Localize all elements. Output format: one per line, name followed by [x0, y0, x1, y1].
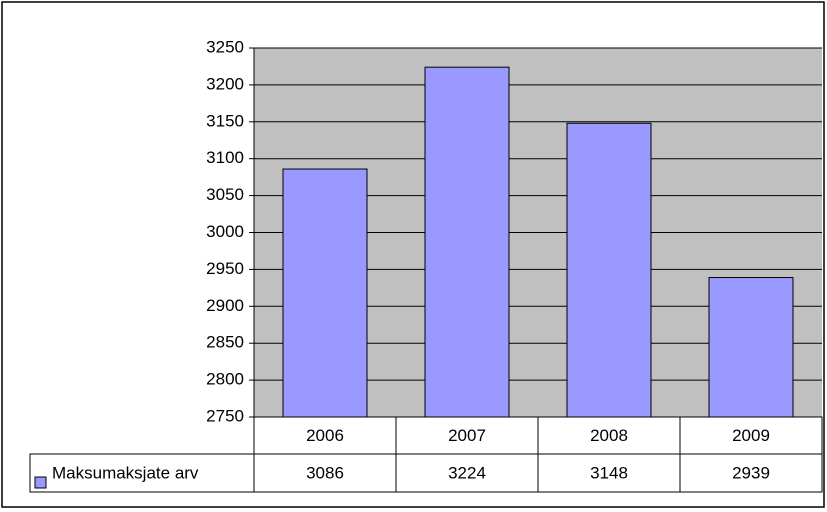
- y-tick-label: 3050: [206, 185, 244, 204]
- x-tick-label: 2008: [590, 426, 628, 445]
- y-tick-label: 3000: [206, 222, 244, 241]
- y-tick-label: 3250: [206, 37, 244, 56]
- bar: [424, 66, 510, 418]
- y-tick-label: 2900: [206, 296, 244, 315]
- y-tick-label: 2950: [206, 259, 244, 278]
- y-tick-label: 3150: [206, 111, 244, 130]
- legend-swatch: [34, 476, 47, 489]
- bar: [282, 168, 368, 418]
- data-table-value: 3086: [306, 463, 344, 482]
- x-tick-label: 2006: [306, 426, 344, 445]
- y-tick-label: 2800: [206, 370, 244, 389]
- data-table-value: 2939: [732, 463, 770, 482]
- y-tick-label: 2750: [206, 406, 244, 425]
- bar: [566, 122, 652, 418]
- y-tick-label: 3200: [206, 74, 244, 93]
- data-table-value: 3148: [590, 463, 628, 482]
- y-tick-label: 2850: [206, 333, 244, 352]
- x-tick-label: 2009: [732, 426, 770, 445]
- bar: [708, 277, 794, 418]
- data-table-value-row: [29, 453, 823, 493]
- y-tick-label: 3100: [206, 148, 244, 167]
- x-tick-label: 2007: [448, 426, 486, 445]
- legend-label: Maksumaksjate arv: [52, 463, 199, 482]
- data-table-value: 3224: [448, 463, 486, 482]
